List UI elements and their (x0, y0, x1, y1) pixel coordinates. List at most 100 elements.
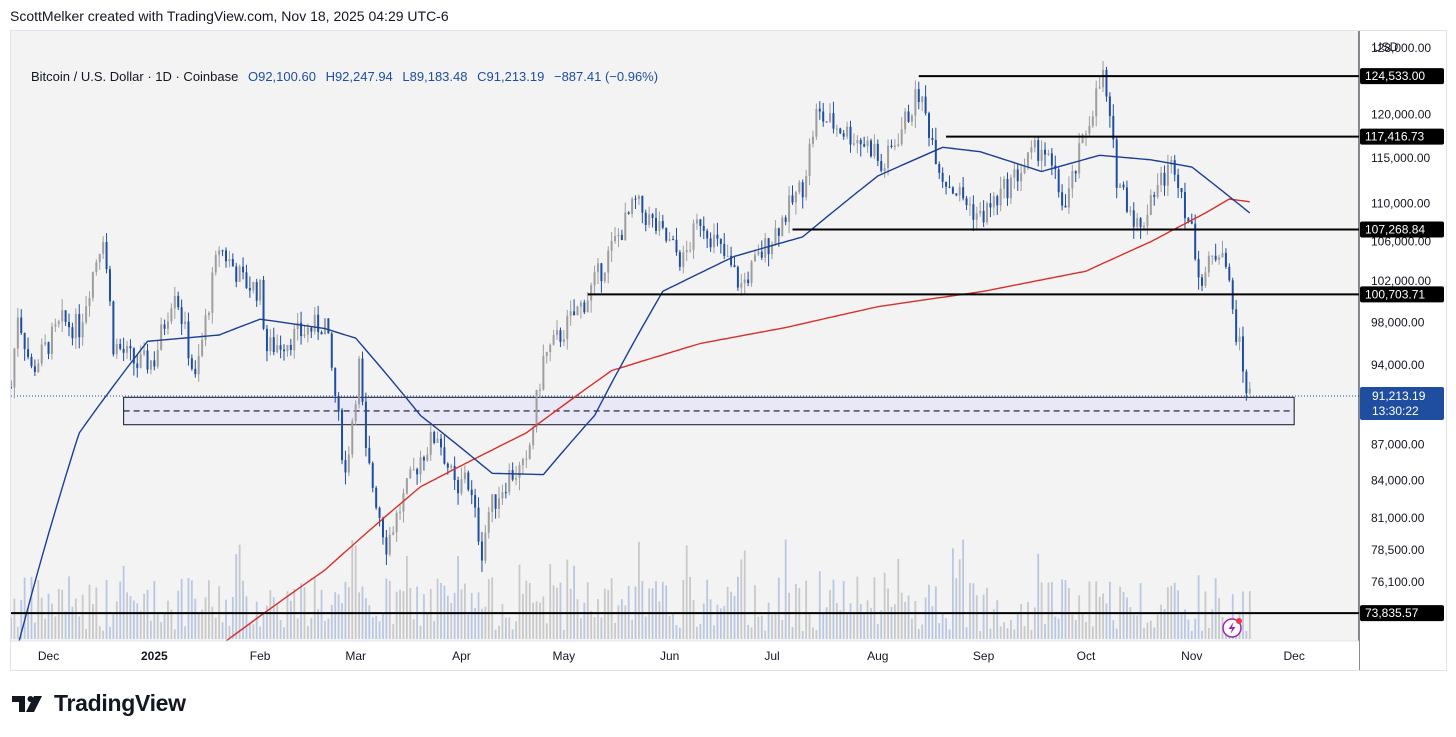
candle-body (221, 250, 224, 252)
candle-body (61, 310, 64, 322)
candle-body (1129, 210, 1132, 212)
volume-bar (880, 610, 883, 639)
volume-bar (883, 572, 886, 639)
volume-bar (1153, 627, 1156, 639)
lightning-icon[interactable] (1222, 618, 1242, 638)
volume-bar (112, 614, 115, 639)
volume-bar (842, 581, 845, 639)
candle-body (726, 255, 729, 257)
volume-bar (972, 583, 975, 639)
candle-body (832, 113, 835, 129)
volume-bar (1064, 580, 1067, 639)
candle-body (16, 317, 19, 349)
volume-bar (1248, 591, 1251, 639)
volume-bar (44, 618, 47, 639)
volume-bar (760, 615, 763, 639)
candle-body (730, 255, 733, 266)
candle-body (248, 288, 251, 291)
volume-bar (37, 580, 40, 639)
volume-bar (320, 589, 323, 639)
volume-bar (150, 620, 152, 639)
candle-body (631, 198, 634, 214)
volume-bar (184, 626, 186, 639)
candle-body (170, 308, 173, 322)
volume-bar (173, 629, 176, 639)
candle-body (1132, 210, 1135, 227)
candle-body (156, 349, 159, 367)
candle-body (272, 337, 275, 353)
candle-body (11, 387, 12, 389)
volume-bar (975, 595, 978, 639)
candle-body (173, 295, 176, 309)
volume-bar (208, 580, 210, 639)
time-axis-tick: Jul (764, 649, 779, 663)
volume-bar (719, 608, 722, 639)
volume-bar (180, 578, 183, 639)
volume-bar (675, 625, 678, 639)
candle-body (1115, 139, 1118, 188)
candle-body (436, 438, 439, 443)
candle-body (1030, 147, 1033, 153)
volume-bar (40, 597, 43, 639)
volume-bar (515, 621, 517, 639)
volume-bar (958, 559, 961, 639)
volume-bar (1033, 607, 1036, 639)
candle-body (450, 465, 453, 468)
candle-body (119, 343, 122, 349)
candle-body (1125, 187, 1128, 212)
volume-bar (491, 577, 494, 639)
volume-bar (774, 611, 777, 639)
price-level-label: 73,835.57 (1365, 606, 1419, 620)
chart-credit: ScottMelker created with TradingView.com… (10, 8, 449, 24)
volume-bar (1211, 609, 1214, 639)
candle-body (825, 121, 828, 123)
candle-body (27, 349, 30, 358)
volume-bar (337, 594, 340, 639)
candle-body (402, 493, 405, 512)
chart-panel[interactable]: 128,000.00 120,000.00 115,000.00 110,000.00… (10, 30, 1447, 671)
volume-bar (791, 626, 794, 639)
volume-bar (805, 580, 808, 639)
volume-bar (351, 540, 354, 639)
volume-bar (702, 603, 705, 639)
candle-body (1026, 152, 1029, 166)
candle-body (197, 355, 200, 375)
candle-body (1156, 185, 1159, 197)
candle-body (341, 409, 344, 461)
time-axis-background (11, 641, 1359, 670)
candle-body (1238, 336, 1241, 342)
volume-bar (866, 600, 869, 639)
candle-body (528, 445, 531, 459)
candle-body (279, 345, 282, 350)
volume-bar (941, 613, 944, 639)
candle-body (426, 454, 429, 461)
candle-body (1088, 125, 1091, 134)
candle-body (177, 295, 180, 308)
volume-bar (624, 605, 627, 639)
volume-bar (47, 593, 50, 639)
volume-bar (344, 581, 347, 639)
chart-canvas[interactable]: 128,000.00 120,000.00 115,000.00 110,000.00… (11, 31, 1446, 670)
volume-bar (494, 629, 497, 639)
candle-body (1037, 140, 1040, 161)
candle-body (187, 321, 190, 359)
volume-bar (245, 596, 248, 639)
volume-bar (989, 628, 992, 639)
volume-bar (1139, 583, 1142, 639)
volume-bar (426, 613, 429, 639)
candle-body (907, 111, 910, 122)
candle-body (781, 217, 784, 236)
volume-bar (747, 624, 750, 639)
volume-bar (85, 628, 87, 639)
time-axis-tick: Apr (452, 649, 471, 663)
volume-bar (566, 559, 569, 639)
candle-body (549, 344, 552, 353)
volume-bar (917, 629, 920, 639)
candle-body (494, 494, 497, 509)
volume-bar (644, 616, 647, 639)
volume-bar (228, 625, 231, 639)
candle-body (276, 345, 279, 353)
candle-body (44, 342, 47, 345)
candle-body (532, 427, 535, 446)
candle-body (1122, 184, 1125, 188)
